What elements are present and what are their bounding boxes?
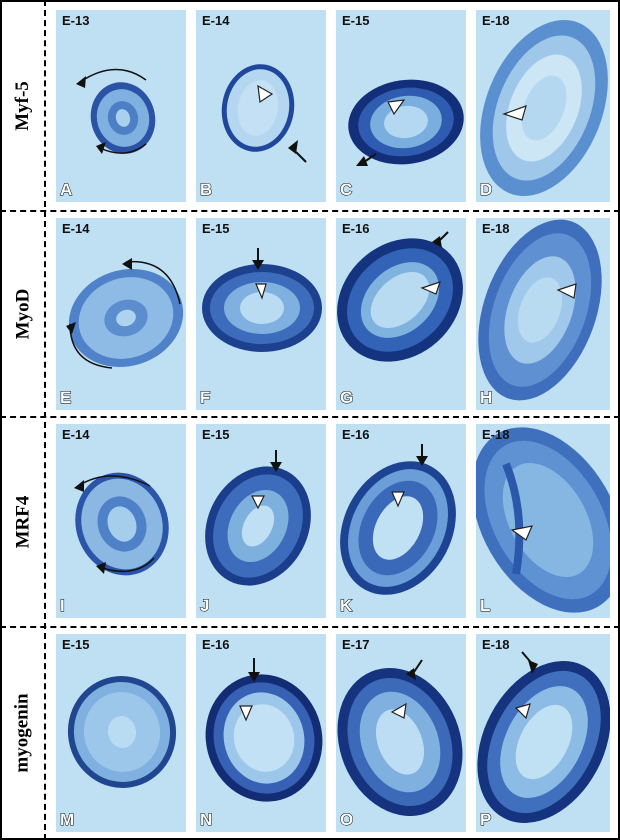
- panel-I: E-14 I: [56, 424, 186, 618]
- stage-label: E-13: [62, 13, 90, 28]
- stage-label: E-16: [202, 637, 230, 652]
- panel-letter: O: [339, 810, 354, 830]
- panel-letter: G: [339, 388, 354, 408]
- panel-letter: F: [199, 388, 211, 408]
- panel-E: E-14 E: [56, 218, 186, 410]
- panel-letter: H: [479, 388, 493, 408]
- stage-label: E-15: [202, 427, 230, 442]
- panel-B: E-14 B: [196, 10, 326, 202]
- column-divider: [44, 0, 46, 840]
- stage-label: E-18: [482, 13, 510, 28]
- stage-label: E-18: [482, 221, 510, 236]
- row-label-myod: MyoD: [12, 288, 33, 340]
- panel-G: E-16 G: [336, 218, 466, 410]
- row-divider: [0, 626, 620, 628]
- panel-letter: J: [199, 596, 210, 616]
- panel-D: E-18 D: [476, 10, 610, 202]
- panel-letter: B: [199, 180, 213, 200]
- row-divider: [0, 416, 620, 418]
- panel-O: E-17 O: [336, 634, 466, 832]
- stage-label: E-15: [62, 637, 90, 652]
- panel-L: E-18 L: [476, 424, 610, 618]
- stage-label: E-17: [342, 637, 370, 652]
- stage-label: E-14: [62, 427, 90, 442]
- panel-letter: A: [59, 180, 73, 200]
- row-label-mrf4: MRF4: [12, 495, 34, 549]
- panel-M: E-15 M: [56, 634, 186, 832]
- panel-letter: M: [59, 810, 75, 830]
- stage-label: E-16: [342, 427, 370, 442]
- panel-letter: C: [339, 180, 353, 200]
- panel-letter: N: [199, 810, 213, 830]
- stage-label: E-16: [342, 221, 370, 236]
- row-label-myogenin: myogenin: [12, 693, 33, 773]
- row-divider: [0, 210, 620, 212]
- panel-J: E-15 J: [196, 424, 326, 618]
- row-label-myf5: Myf-5: [12, 81, 33, 131]
- stage-label: E-14: [202, 13, 230, 28]
- panel-letter: I: [60, 596, 66, 616]
- panel-letter: P: [479, 810, 492, 830]
- panel-N: E-16 N: [196, 634, 326, 832]
- panel-P: E-18 P: [476, 634, 610, 832]
- panel-H: E-18 H: [476, 218, 610, 410]
- stage-label: E-18: [482, 427, 510, 442]
- stage-label: E-15: [202, 221, 230, 236]
- panel-A: E-13 A: [56, 10, 186, 202]
- stage-label: E-14: [62, 221, 90, 236]
- panel-C: E-15 C: [336, 10, 466, 202]
- panel-letter: L: [479, 596, 491, 616]
- panel-letter: K: [339, 596, 353, 616]
- stage-label: E-18: [482, 637, 510, 652]
- panel-letter: E: [59, 388, 72, 408]
- panel-F: E-15 F: [196, 218, 326, 410]
- panel-K: E-16 K: [336, 424, 466, 618]
- panel-letter: D: [479, 180, 493, 200]
- stage-label: E-15: [342, 13, 370, 28]
